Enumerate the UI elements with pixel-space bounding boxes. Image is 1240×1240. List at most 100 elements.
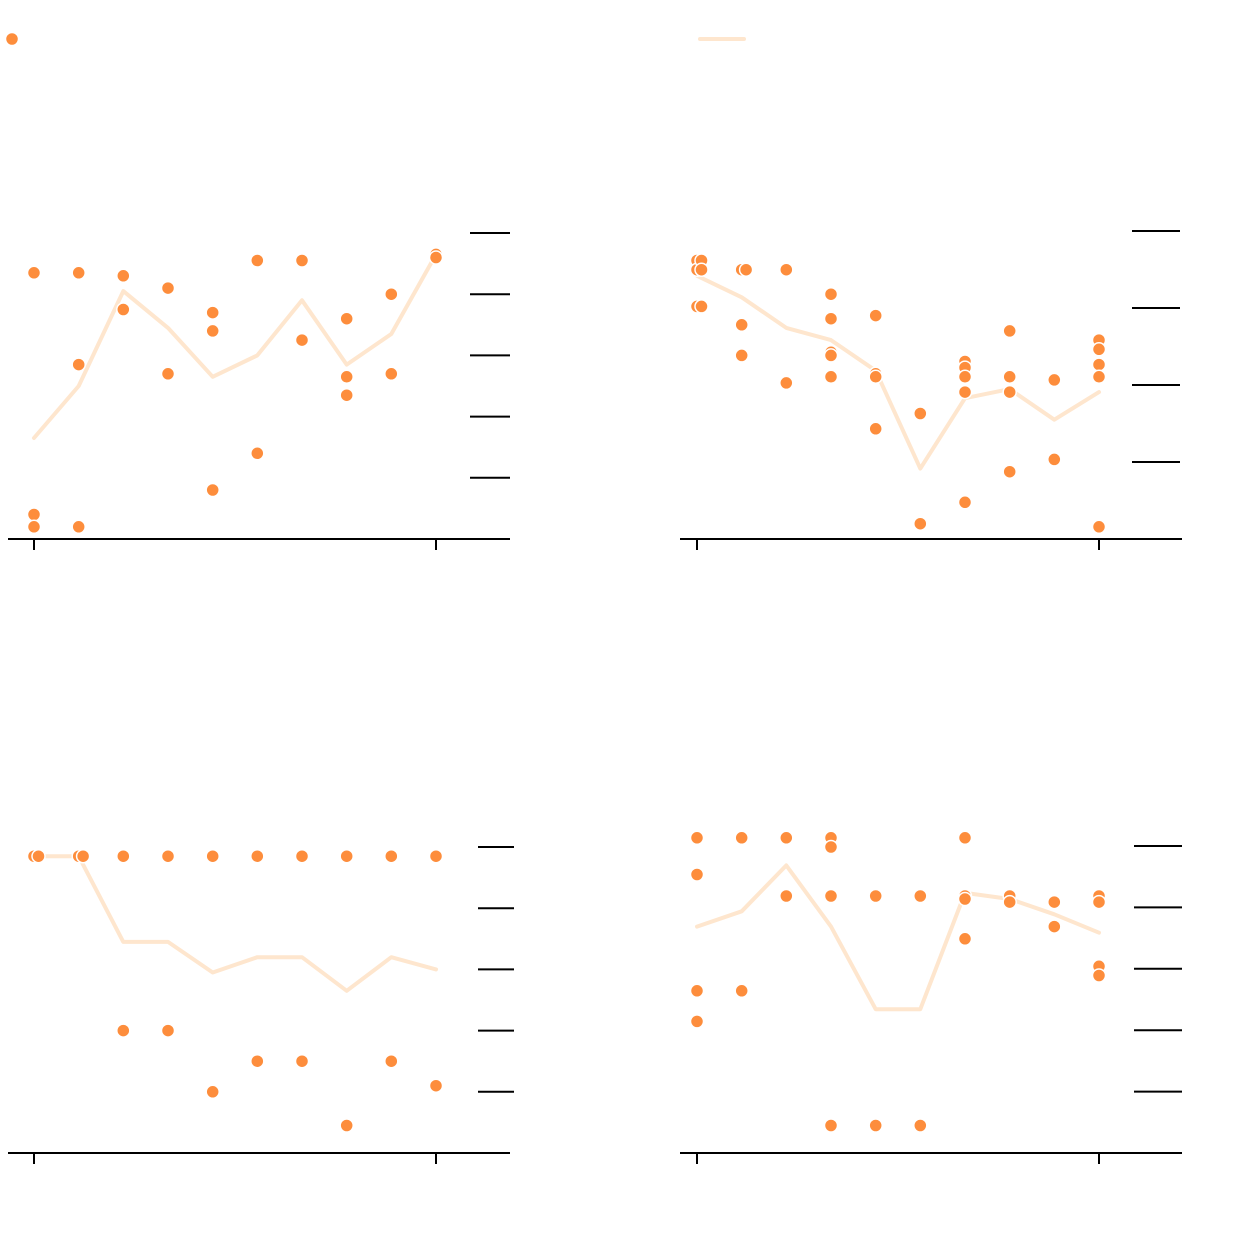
chart-panel-top-right: [680, 230, 1182, 550]
data-point: [1047, 452, 1062, 467]
data-point: [913, 406, 928, 421]
data-point: [1047, 894, 1062, 910]
data-point: [71, 265, 86, 281]
chart-panel-bottom-left: [8, 846, 514, 1164]
data-point: [384, 1053, 399, 1069]
data-point: [160, 280, 176, 296]
data-point: [868, 421, 883, 437]
data-point: [160, 1023, 176, 1038]
data-point: [957, 931, 973, 947]
data-point: [957, 830, 973, 846]
data-point: [384, 848, 399, 864]
data-point: [1047, 372, 1062, 388]
legend-point-marker: [4, 31, 20, 47]
data-point: [1002, 323, 1017, 339]
data-point: [734, 830, 749, 846]
data-point: [823, 1118, 839, 1133]
data-point: [71, 519, 86, 535]
data-point: [31, 848, 46, 864]
data-point: [868, 1118, 883, 1133]
data-point: [1091, 894, 1107, 910]
series-line: [32, 252, 438, 440]
data-point: [160, 848, 176, 864]
data-point: [1091, 342, 1107, 357]
data-point: [428, 1078, 444, 1093]
data-point: [384, 366, 399, 382]
data-point: [116, 1023, 131, 1038]
data-point: [339, 369, 354, 385]
data-point: [823, 286, 839, 302]
data-point: [868, 369, 883, 385]
data-point: [250, 1053, 265, 1069]
data-point: [1002, 384, 1017, 400]
data-point: [1002, 894, 1017, 910]
data-point: [913, 888, 928, 904]
series-line: [32, 854, 438, 993]
data-point: [779, 830, 794, 846]
data-point: [734, 983, 749, 999]
data-point: [1047, 919, 1062, 934]
data-point: [779, 262, 794, 277]
data-point: [339, 311, 354, 326]
data-point: [339, 387, 354, 403]
data-point: [205, 482, 220, 498]
data-point: [116, 302, 131, 317]
data-point: [689, 867, 705, 882]
data-point: [694, 299, 709, 314]
data-point: [913, 1118, 928, 1133]
data-point: [294, 848, 310, 864]
data-point: [779, 888, 794, 904]
data-point: [75, 848, 91, 864]
data-point: [823, 888, 839, 904]
data-point: [26, 507, 42, 522]
data-point: [250, 446, 265, 461]
data-point: [205, 323, 220, 339]
data-point: [957, 369, 973, 385]
data-point: [205, 1084, 220, 1100]
data-point: [1002, 369, 1017, 385]
data-point: [1091, 968, 1107, 983]
data-point: [957, 891, 973, 907]
data-point: [957, 384, 973, 400]
data-point: [294, 332, 310, 348]
data-point: [779, 375, 794, 391]
data-point: [823, 369, 839, 385]
data-point: [71, 357, 86, 372]
data-point: [868, 888, 883, 904]
data-point: [694, 262, 709, 277]
legend: [4, 31, 746, 47]
data-point: [1091, 369, 1107, 385]
data-point: [339, 1118, 354, 1133]
data-point: [913, 516, 928, 531]
chart-panel-top-left: [8, 232, 510, 550]
data-point: [339, 848, 354, 864]
data-point: [205, 848, 220, 864]
data-point: [734, 348, 749, 363]
data-point: [428, 848, 444, 864]
data-point: [689, 830, 705, 846]
data-point: [205, 305, 220, 320]
data-point: [823, 839, 839, 855]
data-point: [689, 983, 705, 999]
data-point: [294, 253, 310, 268]
data-point: [428, 250, 444, 265]
data-point: [26, 265, 42, 281]
data-point: [1091, 519, 1107, 535]
chart-panel-bottom-right: [680, 830, 1182, 1164]
data-point: [116, 268, 131, 284]
data-point: [868, 308, 883, 323]
data-point: [738, 262, 754, 277]
data-point: [957, 495, 973, 510]
data-point: [294, 1053, 310, 1069]
series-line: [695, 863, 1101, 1012]
data-point: [26, 519, 42, 535]
series-line: [695, 273, 1101, 471]
data-point: [250, 253, 265, 268]
data-point: [1002, 464, 1017, 479]
data-point: [384, 286, 399, 302]
data-point: [250, 848, 265, 864]
data-point: [823, 311, 839, 326]
data-point: [1091, 357, 1107, 372]
data-point: [689, 1014, 705, 1029]
